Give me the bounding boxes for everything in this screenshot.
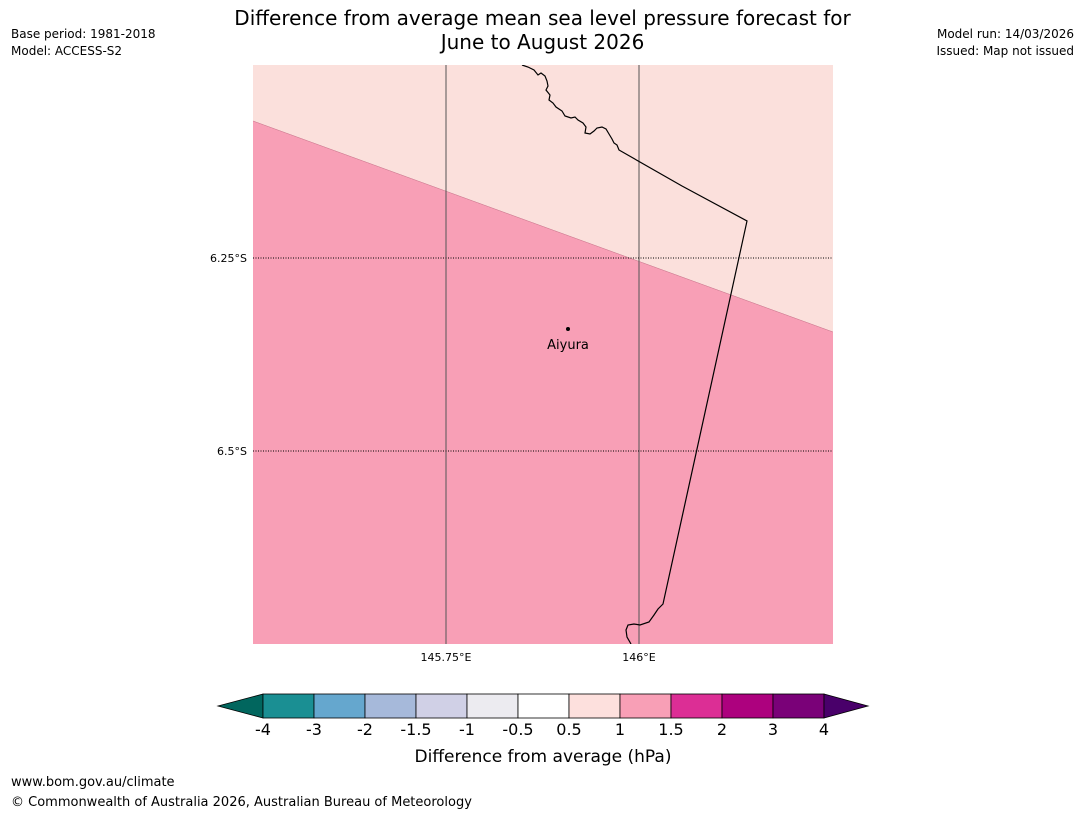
map-area — [253, 65, 833, 644]
colorbar-tick-label: 0.5 — [556, 720, 581, 739]
colorbar-segment — [262, 693, 315, 719]
colorbar-tick-label: -4 — [255, 720, 271, 739]
border-line — [521, 65, 748, 644]
colorbar-tick-label: 3 — [768, 720, 778, 739]
issued-text: Issued: Map not issued — [936, 44, 1074, 58]
place-label: Aiyura — [547, 338, 589, 353]
metadata-left: Base period: 1981-2018 Model: ACCESS-S2 — [11, 26, 156, 60]
colorbar-tick-label: -1 — [459, 720, 475, 739]
place-aiyura: Aiyura — [547, 327, 589, 353]
colorbar-tick-label: 2 — [717, 720, 727, 739]
lon-tick-label-1: 145.75°E — [421, 651, 472, 664]
region-1-to-1-5 — [253, 121, 833, 644]
colorbar-segment — [619, 693, 672, 719]
colorbar-segment — [313, 693, 366, 719]
colorbar-tick-label: 1 — [615, 720, 625, 739]
colorbar-label: Difference from average (hPa) — [415, 747, 672, 767]
colorbar-tick-label: -0.5 — [502, 720, 533, 739]
place-marker — [566, 327, 570, 331]
footer-copyright: © Commonwealth of Australia 2026, Austra… — [11, 795, 472, 810]
colorbar-segment — [721, 693, 774, 719]
footer-url[interactable]: www.bom.gov.au/climate — [11, 775, 175, 790]
colorbar-over-arrow — [823, 693, 870, 719]
colorbar-segment — [772, 693, 825, 719]
colorbar: -4 -3 -2 -1.5 -1 -0.5 0.5 1 1.5 2 3 4 Difference fr… — [216, 693, 870, 767]
model-run-text: Model run: 14/03/2026 — [936, 27, 1074, 41]
base-period-text: Base period: 1981-2018 — [11, 27, 156, 41]
lat-tick-label-1: 6.25°S — [210, 252, 247, 265]
map-title-line-1: Difference from average mean sea level p… — [234, 6, 851, 30]
colorbar-tick-label: 1.5 — [658, 720, 683, 739]
colorbar-under-arrow — [216, 693, 264, 719]
colorbar-segment — [364, 693, 417, 719]
map-title: Difference from average mean sea level p… — [0, 6, 1085, 54]
colorbar-tick-label: -3 — [306, 720, 322, 739]
colorbar-tick-label: -1.5 — [400, 720, 431, 739]
metadata-right: Model run: 14/03/2026 Issued: Map not is… — [936, 26, 1074, 60]
lon-tick-label-2: 146°E — [622, 651, 655, 664]
model-text: Model: ACCESS-S2 — [11, 44, 123, 58]
colorbar-segment — [568, 693, 621, 719]
colorbar-segment — [670, 693, 723, 719]
map-title-line-2: June to August 2026 — [440, 30, 645, 54]
colorbar-ticks: -4 -3 -2 -1.5 -1 -0.5 0.5 1 1.5 2 3 4 — [255, 720, 829, 739]
colorbar-segment — [466, 693, 519, 719]
colorbar-tick-label: -2 — [357, 720, 373, 739]
colorbar-segment — [517, 693, 570, 719]
colorbar-segments — [262, 693, 825, 719]
colorbar-segment — [415, 693, 468, 719]
colorbar-tick-label: 4 — [819, 720, 829, 739]
lat-tick-label-2: 6.5°S — [217, 445, 247, 458]
